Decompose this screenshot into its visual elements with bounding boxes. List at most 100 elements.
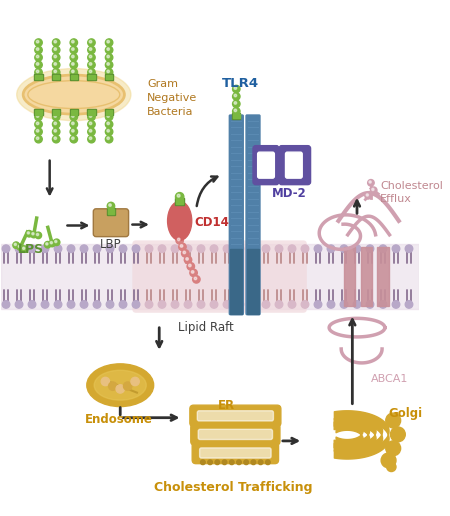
Circle shape xyxy=(72,40,74,43)
Circle shape xyxy=(72,130,74,132)
Circle shape xyxy=(36,48,39,51)
Circle shape xyxy=(72,62,74,65)
Bar xyxy=(361,247,372,307)
Circle shape xyxy=(145,301,153,308)
FancyBboxPatch shape xyxy=(253,146,279,185)
Circle shape xyxy=(89,62,92,65)
Circle shape xyxy=(67,245,75,252)
Circle shape xyxy=(89,137,92,139)
Circle shape xyxy=(15,301,23,308)
FancyBboxPatch shape xyxy=(176,198,184,205)
FancyBboxPatch shape xyxy=(108,209,114,214)
Circle shape xyxy=(105,113,113,121)
Circle shape xyxy=(54,115,57,117)
Circle shape xyxy=(251,460,256,464)
Circle shape xyxy=(105,39,113,46)
Circle shape xyxy=(45,241,51,248)
Circle shape xyxy=(107,48,109,51)
Circle shape xyxy=(89,115,92,117)
Circle shape xyxy=(197,301,205,308)
Text: CD14: CD14 xyxy=(194,216,230,229)
FancyBboxPatch shape xyxy=(198,429,273,440)
Circle shape xyxy=(36,122,39,125)
Circle shape xyxy=(88,61,95,69)
Circle shape xyxy=(379,301,387,308)
Circle shape xyxy=(340,245,348,252)
Circle shape xyxy=(132,301,140,308)
Circle shape xyxy=(35,232,41,238)
FancyBboxPatch shape xyxy=(105,109,113,116)
Circle shape xyxy=(386,441,400,456)
Circle shape xyxy=(131,377,139,385)
Circle shape xyxy=(41,245,49,252)
Text: Gram
Negative
Bacteria: Gram Negative Bacteria xyxy=(147,79,198,117)
Circle shape xyxy=(89,48,92,51)
Circle shape xyxy=(88,135,95,143)
Ellipse shape xyxy=(25,77,122,112)
Circle shape xyxy=(233,108,240,115)
Circle shape xyxy=(13,242,19,248)
Text: Golgi: Golgi xyxy=(388,407,423,420)
Circle shape xyxy=(186,257,189,260)
Circle shape xyxy=(54,62,57,65)
Circle shape xyxy=(36,55,39,58)
FancyBboxPatch shape xyxy=(230,115,243,315)
Circle shape xyxy=(387,462,396,472)
Circle shape xyxy=(184,301,192,308)
Circle shape xyxy=(72,115,74,117)
FancyBboxPatch shape xyxy=(132,240,307,313)
Text: TLR4: TLR4 xyxy=(221,77,259,90)
FancyBboxPatch shape xyxy=(71,75,77,79)
Circle shape xyxy=(230,460,234,464)
Circle shape xyxy=(28,245,36,252)
Circle shape xyxy=(88,39,95,46)
Circle shape xyxy=(88,69,95,76)
Circle shape xyxy=(233,85,240,93)
Circle shape xyxy=(88,121,95,128)
Circle shape xyxy=(14,243,17,246)
Bar xyxy=(1,244,419,309)
Circle shape xyxy=(233,93,240,100)
Circle shape xyxy=(301,301,309,308)
Circle shape xyxy=(35,128,42,135)
FancyBboxPatch shape xyxy=(197,411,274,421)
FancyBboxPatch shape xyxy=(279,146,310,185)
Circle shape xyxy=(107,70,109,73)
Circle shape xyxy=(17,244,23,250)
Circle shape xyxy=(88,46,95,54)
Circle shape xyxy=(107,130,109,132)
Circle shape xyxy=(190,269,197,277)
Circle shape xyxy=(171,301,179,308)
Circle shape xyxy=(72,48,74,51)
Circle shape xyxy=(70,113,77,121)
Circle shape xyxy=(53,135,60,143)
Circle shape xyxy=(36,137,39,139)
Circle shape xyxy=(234,87,237,89)
FancyBboxPatch shape xyxy=(87,109,96,116)
Circle shape xyxy=(194,277,197,280)
FancyBboxPatch shape xyxy=(35,75,42,79)
FancyBboxPatch shape xyxy=(246,115,260,315)
Bar xyxy=(344,247,355,307)
Circle shape xyxy=(193,276,200,283)
Circle shape xyxy=(177,194,180,197)
Circle shape xyxy=(31,231,37,238)
Circle shape xyxy=(54,48,57,51)
Circle shape xyxy=(36,40,39,43)
Circle shape xyxy=(210,245,218,252)
Circle shape xyxy=(80,301,88,308)
Circle shape xyxy=(262,301,270,308)
Circle shape xyxy=(249,301,257,308)
FancyBboxPatch shape xyxy=(53,110,59,115)
FancyBboxPatch shape xyxy=(70,74,78,80)
Circle shape xyxy=(32,233,34,235)
Circle shape xyxy=(93,245,101,252)
Circle shape xyxy=(266,460,270,464)
FancyBboxPatch shape xyxy=(34,74,43,80)
Circle shape xyxy=(327,301,335,308)
Circle shape xyxy=(70,69,77,76)
Text: LPS: LPS xyxy=(18,243,44,256)
Ellipse shape xyxy=(87,364,153,407)
FancyBboxPatch shape xyxy=(34,109,43,116)
Circle shape xyxy=(208,460,212,464)
